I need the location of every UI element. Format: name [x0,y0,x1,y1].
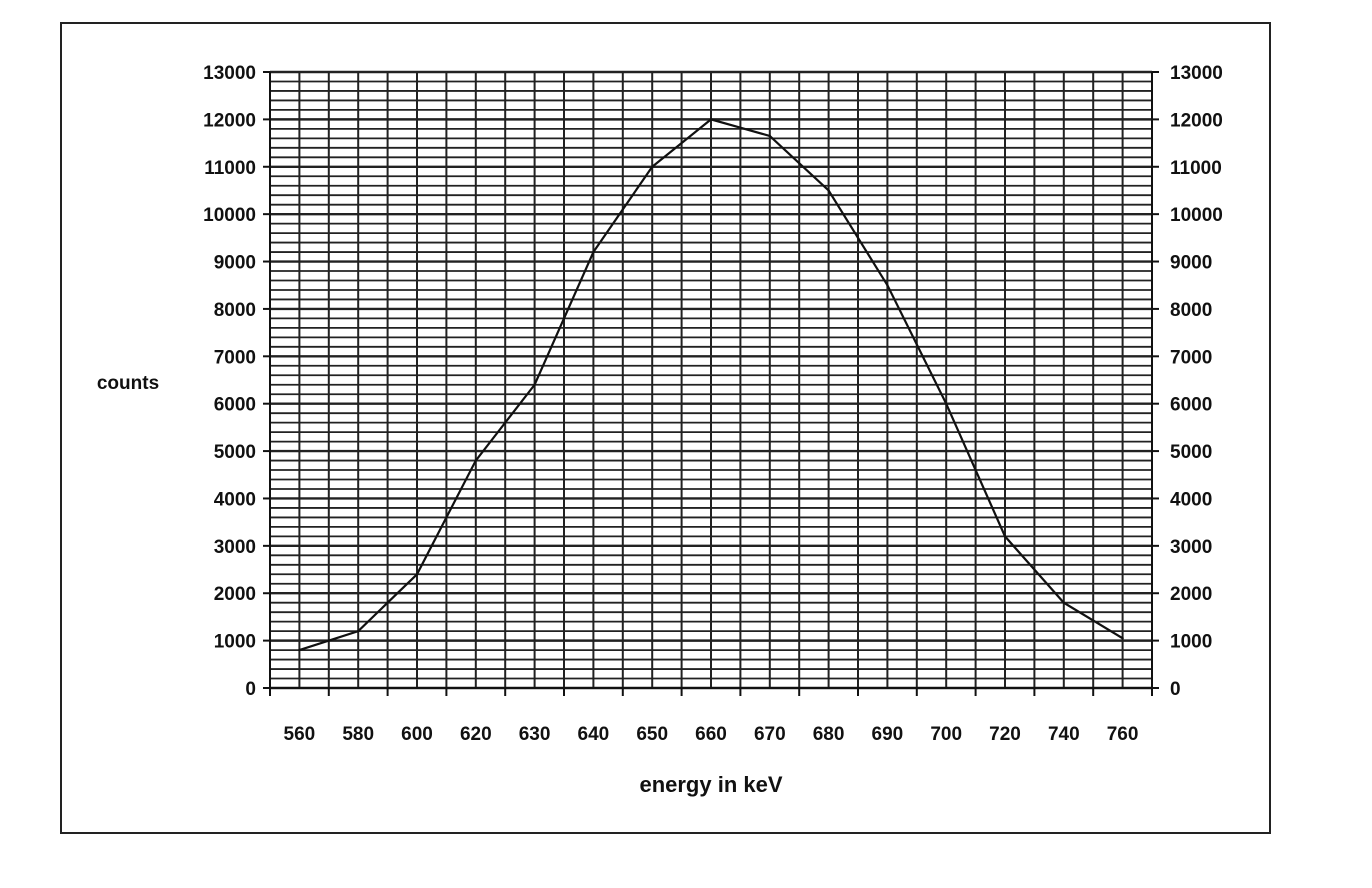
y-tick-label-right: 6000 [1170,395,1212,416]
data-point [1062,601,1066,604]
y-tick-label-left: 10000 [203,205,256,226]
y-tick-label-right: 11000 [1170,158,1222,179]
y-tick-label-left: 11000 [204,158,256,179]
x-tick-label: 680 [813,724,845,745]
y-tick-label-right: 1000 [1170,632,1212,653]
data-point [709,118,713,121]
data-point [474,459,477,462]
x-tick-label: 620 [460,724,492,745]
y-tick-label-right: 7000 [1170,347,1212,368]
y-tick-label-left: 2000 [214,584,256,605]
data-point [768,134,771,138]
x-tick-label: 650 [636,724,668,745]
y-tick-label-left: 1000 [214,632,256,653]
x-tick-label: 660 [695,724,727,745]
chart-frame [60,22,1271,834]
x-tick-label: 720 [989,724,1021,745]
y-tick-label-left: 5000 [214,442,256,463]
x-tick-label: 760 [1107,724,1139,745]
y-tick-label-left: 13000 [203,63,256,84]
y-tick-label-left: 9000 [214,253,256,274]
x-axis-label: energy in keV [639,772,782,797]
y-tick-label-right: 0 [1170,679,1181,700]
data-point [1003,535,1007,538]
x-tick-label: 640 [578,724,610,745]
y-tick-label-right: 4000 [1170,489,1212,510]
x-tick-label: 670 [754,724,786,745]
x-tick-label: 560 [284,724,316,745]
y-tick-label-left: 6000 [214,395,256,416]
y-tick-label-right: 13000 [1170,63,1223,84]
data-point [827,189,830,192]
data-point [945,402,948,405]
data-point [592,250,595,254]
y-tick-label-right: 10000 [1170,205,1223,226]
x-tick-label: 600 [401,724,433,745]
y-tick-label-right: 2000 [1170,584,1212,605]
y-axis-label: counts [97,373,159,394]
x-tick-label: 630 [519,724,551,745]
y-tick-label-left: 8000 [214,300,256,321]
data-point [651,165,654,168]
y-tick-label-right: 9000 [1170,253,1212,274]
data-point [357,629,360,633]
y-tick-label-left: 3000 [214,537,256,558]
data-point [886,284,889,287]
y-tick-label-right: 8000 [1170,300,1212,321]
y-tick-label-right: 12000 [1170,110,1223,131]
y-tick-label-left: 0 [245,679,256,700]
y-tick-label-right: 5000 [1170,442,1212,463]
data-point [533,383,536,386]
y-tick-label-left: 7000 [214,347,256,368]
y-tick-label-left: 12000 [203,110,256,131]
y-tick-label-right: 3000 [1170,537,1212,558]
x-tick-label: 700 [930,724,962,745]
x-tick-label: 580 [342,724,374,745]
x-tick-label: 740 [1048,724,1080,745]
data-point [298,648,301,652]
data-point [1121,637,1124,640]
y-tick-label-left: 4000 [214,489,256,510]
x-tick-label: 690 [872,724,904,745]
data-point [415,573,419,576]
